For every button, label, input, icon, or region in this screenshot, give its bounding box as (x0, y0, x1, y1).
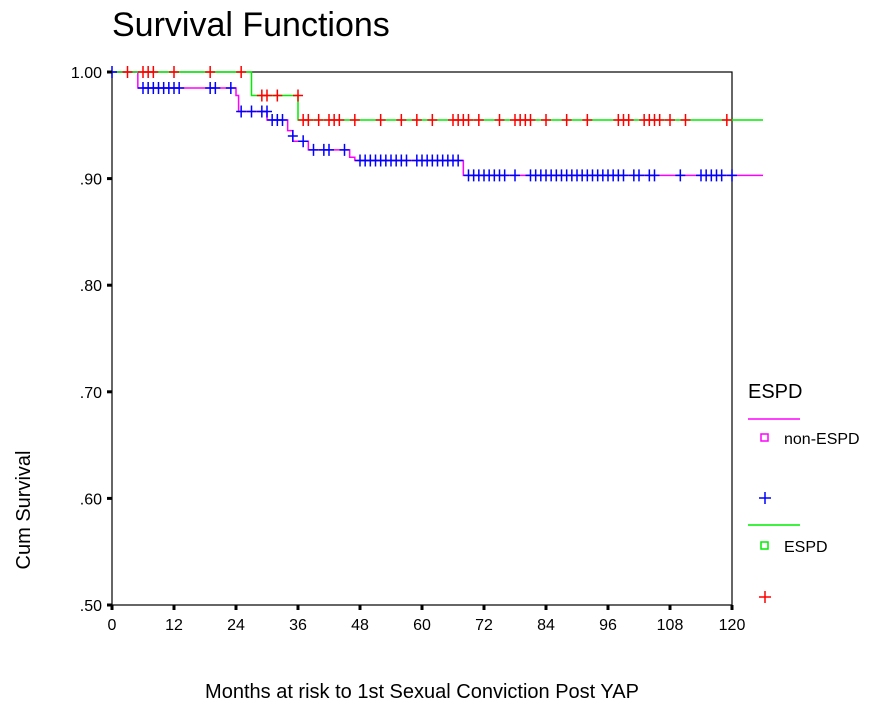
censor-marker-espd (293, 89, 303, 102)
chart-title: Survival Functions (112, 6, 390, 44)
x-tick-label: 0 (108, 617, 117, 634)
plot-area (111, 71, 733, 606)
censor-marker-espd (205, 66, 216, 78)
censor-marker-non-espd (298, 135, 309, 148)
censor-marker-non-espd (210, 81, 221, 94)
censor-marker-espd (303, 113, 314, 126)
y-tick-label: .80 (80, 278, 102, 295)
censor-marker-espd (262, 89, 272, 102)
x-tick-label: 108 (657, 617, 684, 634)
y-axis: .50 .60 .70 .80 .90 1.00 (71, 65, 112, 615)
censor-marker-non-espd (246, 105, 257, 118)
censor-marker-non-espd (236, 105, 247, 118)
censor-marker-non-espd (308, 143, 319, 156)
censor-marker-espd (169, 66, 179, 78)
censor-marker-espd (473, 113, 484, 126)
censor-marker-espd (623, 113, 634, 126)
x-tick-label: 24 (227, 617, 245, 634)
y-tick-label: .50 (80, 598, 102, 615)
x-tick-label: 12 (165, 617, 183, 634)
y-axis-label: Cum Survival (13, 451, 35, 570)
censor-marker-espd (525, 113, 536, 126)
x-axis: 0 12 24 36 48 60 72 84 96 108 120 (108, 605, 746, 634)
censor-marker-non-espd (716, 169, 727, 182)
censor-marker-espd (541, 113, 551, 126)
censor-marker-non-espd (649, 169, 660, 182)
censor-marker-non-espd (453, 154, 464, 167)
censor-marker-espd (654, 113, 665, 126)
curve-espd (112, 71, 763, 121)
censor-marker-espd (334, 113, 345, 126)
x-tick-label: 84 (537, 617, 555, 634)
censor-marker-espd (313, 113, 324, 126)
censor-marker-espd (494, 113, 505, 126)
censor-marker-espd (236, 66, 247, 78)
censor-marker-espd (582, 113, 593, 126)
legend-censor-non-espd (759, 492, 771, 504)
censor-marker-espd (122, 66, 133, 78)
censor-marker-non-espd (675, 169, 686, 182)
censor-marker-espd (349, 113, 360, 126)
censor-marker-espd (427, 113, 438, 126)
legend-label-espd: ESPD (784, 539, 828, 556)
y-tick-label: .60 (80, 491, 102, 508)
censor-marker-non-espd (277, 113, 288, 126)
censor-marker-non-espd (225, 81, 236, 94)
legend-censor-espd (759, 591, 771, 603)
censor-marker-non-espd (401, 154, 412, 167)
censor-marker-non-espd (499, 169, 510, 182)
censor-marker-espd (375, 113, 386, 126)
x-axis-label: Months at risk to 1st Sexual Conviction … (205, 681, 639, 703)
y-tick-label: 1.00 (71, 65, 102, 82)
censor-marker-non-espd (324, 143, 334, 156)
x-tick-label: 72 (475, 617, 493, 634)
censor-marker-espd (148, 66, 159, 78)
censor-marker-espd (561, 113, 572, 126)
censor-marker-non-espd (262, 105, 272, 118)
censor-marker-espd (463, 113, 474, 126)
censor-markers (107, 66, 737, 182)
x-tick-label: 96 (599, 617, 617, 634)
y-tick-label: .90 (80, 172, 102, 189)
censor-marker-espd (411, 113, 422, 126)
censor-marker-non-espd (339, 143, 350, 156)
y-tick-label: .70 (80, 385, 102, 402)
censor-marker-non-espd (510, 169, 520, 182)
legend-marker-espd (760, 541, 769, 550)
censor-marker-espd (272, 89, 283, 102)
x-tick-label: 36 (289, 617, 307, 634)
censor-marker-non-espd (618, 169, 629, 182)
x-tick-label: 48 (351, 617, 369, 634)
censor-marker-espd (680, 113, 691, 126)
censor-marker-espd (665, 113, 675, 126)
censor-marker-non-espd (174, 81, 185, 94)
censor-marker-espd (396, 113, 407, 126)
censor-marker-espd (721, 113, 732, 126)
legend-label-non-espd: non-ESPD (784, 431, 860, 448)
legend-marker-non-espd (760, 433, 769, 442)
legend: ESPD non-ESPD ESPD (748, 381, 860, 603)
x-tick-label: 60 (413, 617, 431, 634)
legend-title: ESPD (748, 381, 802, 403)
censor-marker-non-espd (727, 169, 737, 182)
censor-marker-non-espd (634, 169, 644, 182)
x-tick-label: 120 (719, 617, 746, 634)
censor-marker-non-espd (287, 129, 298, 142)
curve-non-espd (112, 71, 763, 177)
